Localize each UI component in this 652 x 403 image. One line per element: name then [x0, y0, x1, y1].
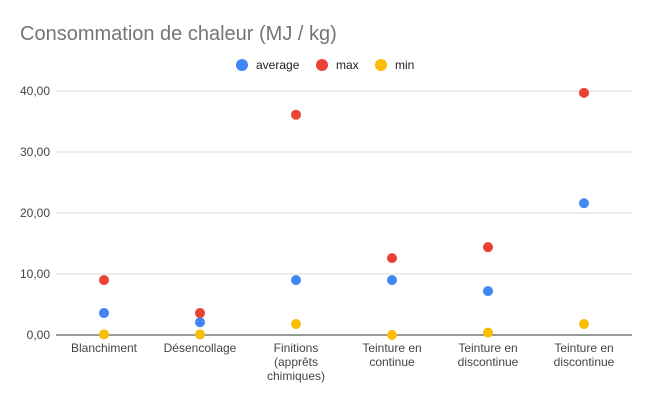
- data-point: [195, 329, 205, 340]
- legend-item: min: [375, 58, 414, 72]
- chart-title: Consommation de chaleur (MJ / kg): [20, 23, 337, 45]
- x-tick-label-line: Finitions: [274, 341, 319, 355]
- x-tick-label-line: Teinture en: [554, 341, 613, 355]
- data-points: [99, 87, 589, 340]
- data-point: [195, 308, 205, 319]
- y-tick-label: 10,00: [20, 267, 50, 281]
- legend-item: max: [316, 58, 359, 72]
- data-point: [579, 87, 589, 98]
- data-point: [99, 329, 109, 340]
- legend-label: average: [256, 58, 300, 72]
- legend: average max min: [236, 58, 414, 72]
- x-tick-label-line: Blanchiment: [71, 341, 138, 355]
- x-tick-label: Blanchiment: [71, 341, 138, 355]
- x-tick-label: Désencollage: [164, 341, 237, 355]
- data-point: [195, 317, 205, 328]
- legend-marker: [316, 59, 328, 71]
- legend-item: average: [236, 58, 300, 72]
- x-tick-label-line: chimiques): [267, 369, 325, 383]
- data-point: [291, 275, 301, 286]
- series-average: [99, 198, 589, 328]
- data-point: [579, 319, 589, 330]
- x-tick-label-line: Teinture en: [458, 341, 517, 355]
- x-tick-label-line: Désencollage: [164, 341, 237, 355]
- x-tick-label-line: discontinue: [554, 355, 615, 369]
- data-point: [579, 198, 589, 209]
- legend-marker: [236, 59, 248, 71]
- y-tick-label: 30,00: [20, 145, 50, 159]
- data-point: [483, 327, 493, 338]
- x-tick-label-line: (apprêts: [274, 355, 318, 369]
- x-axis-ticks: Blanchiment Désencollage Finitions(apprêts…: [71, 341, 615, 383]
- data-point: [291, 109, 301, 120]
- data-point: [99, 308, 109, 319]
- data-point: [483, 242, 493, 253]
- legend-label: max: [336, 58, 359, 72]
- data-point: [387, 253, 397, 264]
- x-tick-label-line: continue: [369, 355, 415, 369]
- data-point: [483, 286, 493, 297]
- legend-marker: [375, 59, 387, 71]
- y-tick-label: 0,00: [27, 328, 51, 342]
- series-max: [99, 87, 589, 319]
- gridlines: [56, 90, 632, 275]
- y-tick-label: 40,00: [20, 84, 50, 98]
- x-tick-label-line: discontinue: [458, 355, 519, 369]
- data-point: [291, 319, 301, 330]
- legend-label: min: [395, 58, 414, 72]
- data-point: [99, 275, 109, 286]
- data-point: [387, 330, 397, 340]
- data-point: [387, 275, 397, 286]
- y-tick-label: 20,00: [20, 206, 50, 220]
- series-min: [99, 319, 589, 340]
- y-axis-ticks: 0,00 10,00 20,00 30,00 40,00: [20, 84, 50, 342]
- x-tick-label-line: Teinture en: [362, 341, 421, 355]
